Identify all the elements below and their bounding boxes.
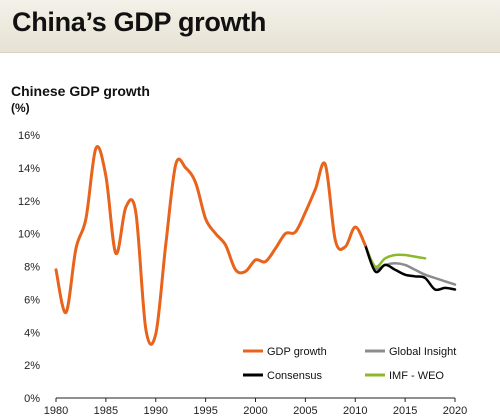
- y-tick-label: 2%: [24, 360, 40, 372]
- legend-label-gdp-growth: GDP growth: [267, 346, 327, 358]
- y-tick-label: 16%: [18, 130, 40, 142]
- y-tick-label: 14%: [18, 163, 40, 175]
- y-tick-label: 6%: [24, 294, 40, 306]
- legend-label-global-insight: Global Insight: [389, 346, 456, 358]
- x-tick-label: 2005: [293, 405, 317, 417]
- x-tick-label: 2015: [393, 405, 417, 417]
- x-tick-label: 2020: [443, 405, 467, 417]
- page-title: China’s GDP growth: [12, 7, 267, 37]
- series-line-consensus: [363, 243, 457, 292]
- series-line-imf-weo: [363, 243, 427, 269]
- x-tick-label: 1980: [44, 405, 68, 417]
- legend-label-imf-weo: IMF - WEO: [389, 370, 444, 382]
- legend: GDP growth Global Insight Consensus IMF - W…: [243, 346, 456, 382]
- x-tick-label: 1985: [94, 405, 118, 417]
- y-tick-label: 12%: [18, 196, 40, 208]
- legend-label-consensus: Consensus: [267, 370, 323, 382]
- chart-title: Chinese GDP growth: [11, 83, 150, 99]
- y-axis-unit-label: (%): [11, 101, 30, 115]
- x-tick-label: 1990: [144, 405, 168, 417]
- x-tick-label: 1995: [193, 405, 217, 417]
- series-layer: [54, 145, 457, 346]
- axes-layer: 0% 2% 4% 6% 8% 10% 12% 14% 16% 1980 1985 1990 1995 20…: [18, 130, 467, 417]
- x-tick-label: 2000: [243, 405, 267, 417]
- series-line-gdp-growth: [54, 145, 367, 346]
- x-tick-label: 2010: [343, 405, 367, 417]
- y-tick-label: 10%: [18, 229, 40, 241]
- y-tick-label: 4%: [24, 327, 40, 339]
- y-tick-label: 8%: [24, 262, 40, 274]
- title-band: China’s GDP growth: [0, 0, 500, 53]
- y-tick-label: 0%: [24, 393, 40, 405]
